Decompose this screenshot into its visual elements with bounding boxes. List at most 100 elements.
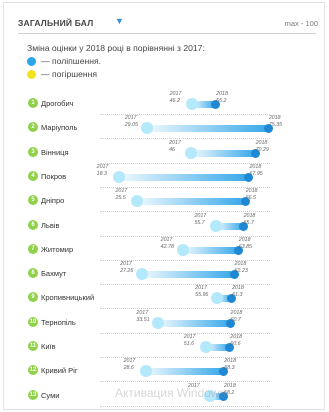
- score-2018-value: 60.6: [230, 341, 241, 347]
- score-2017-value: 33.51: [136, 316, 150, 323]
- year-2017-label: 2017: [96, 163, 109, 170]
- year-2017-label: 2017: [183, 334, 196, 340]
- city-row[interactable]: 7 Житомир 2017 42.78 2018 63.85: [0, 236, 329, 262]
- row-divider: [100, 284, 270, 286]
- city-row[interactable]: 12 Кривий Ріг 2017 28.6 2018 58.3: [0, 358, 329, 383]
- city-row[interactable]: 10 Тернопіль 2017 33.51 2018 60.7: [0, 309, 329, 335]
- row-divider: [100, 405, 270, 407]
- row-divider: [100, 114, 270, 115]
- header: ЗАГАЛЬНИЙ БАЛ ▼ max - 100: [18, 13, 322, 33]
- city-name: Кривий Ріг: [41, 366, 78, 376]
- score-2018-marker: [225, 318, 235, 328]
- city-name: Покров: [41, 171, 67, 181]
- score-change-bar: [216, 222, 243, 230]
- rank-badge: 1: [28, 98, 38, 108]
- rank-badge: 2: [28, 122, 38, 133]
- score-change-bar: [209, 392, 223, 400]
- city-row[interactable]: 5 Дніпро 2017 25.5 2018 66.5: [0, 188, 329, 213]
- decline-dot-icon: [27, 70, 36, 79]
- year-2018-label: 2018: [249, 163, 262, 170]
- year-2018-label: 2018: [234, 261, 247, 268]
- windows-activation-watermark: Активация Windows: [115, 386, 226, 400]
- score-2017-value: 46.2: [169, 98, 180, 104]
- score-2018-marker: [225, 343, 235, 352]
- score-2018-value: 58.2: [223, 389, 235, 396]
- row-divider: [100, 186, 270, 188]
- score-2017-marker: [139, 365, 152, 378]
- score-change-bar: [145, 368, 224, 376]
- row-divider: [100, 308, 270, 310]
- score-2017-marker: [152, 316, 165, 329]
- score-2017-marker: [136, 268, 149, 281]
- year-2018-label: 2018: [245, 188, 258, 195]
- city-row[interactable]: 9 Кропивницький 2017 55.96 2018 61.3: [0, 285, 329, 310]
- score-change-bar: [182, 246, 238, 254]
- score-2018-marker: [238, 221, 248, 231]
- score-2018-marker: [227, 294, 237, 304]
- chevron-down-icon[interactable]: ▼: [115, 16, 124, 26]
- score-2018-value: 58.3: [224, 365, 235, 372]
- city-row[interactable]: 3 Вінниця 2017 46 2018 70.29: [0, 139, 329, 165]
- score-2017-value: 28.6: [123, 365, 134, 372]
- year-2018-label: 2018: [224, 358, 237, 365]
- year-2017-label: 2017: [115, 188, 128, 195]
- rank-badge: 11: [28, 341, 38, 351]
- city-row[interactable]: 13 Суми 2017 2018 58.2: [0, 382, 329, 408]
- city-row[interactable]: 11 Київ 2017 51.6 2018 60.6: [0, 334, 329, 359]
- city-row[interactable]: 6 Львів 2017 55.7 2018 65.7: [0, 212, 329, 238]
- year-2017-label: 2017: [187, 382, 200, 389]
- score-2018-value: 75.35: [268, 122, 283, 129]
- row-divider: [100, 332, 270, 334]
- score-2018-value: 63.85: [238, 243, 253, 250]
- city-name: Житомир: [41, 244, 74, 254]
- score-2017-value: 29.05: [124, 122, 138, 129]
- year-2018-label: 2018: [268, 115, 281, 122]
- city-row[interactable]: 8 Бахмут 2017 27.26 2018 62.23: [0, 261, 329, 286]
- score-2018-marker: [250, 148, 260, 158]
- score-2018-value: 61.3: [232, 292, 243, 299]
- improvement-dot-icon: [27, 57, 36, 66]
- year-2018-label: 2018: [232, 285, 244, 292]
- city-name: Маріуполь: [41, 123, 78, 133]
- score-2018-value: 66.5: [245, 195, 256, 202]
- year-2018-label: 2018: [223, 382, 236, 389]
- score-2017-marker: [185, 98, 198, 110]
- year-2017-label: 2017: [160, 236, 173, 243]
- year-2018-label: 2018: [230, 334, 243, 340]
- score-2017-value: 46: [169, 146, 175, 153]
- year-2017-label: 2017: [136, 309, 149, 316]
- score-2017-value: 27.26: [120, 268, 134, 275]
- year-2018-label: 2018: [255, 139, 268, 146]
- legend-label: — поліпшення.: [41, 56, 102, 66]
- score-2018-marker: [211, 100, 221, 109]
- city-row[interactable]: 4 Покров 2017 18.3 2018 67.95: [0, 163, 329, 189]
- row-divider: [100, 259, 270, 261]
- max-label: max - 100: [284, 19, 318, 28]
- year-2017-label: 2017: [169, 139, 181, 146]
- score-change-bar: [191, 101, 216, 108]
- rank-badge: 6: [28, 219, 38, 230]
- row-divider: [100, 211, 270, 213]
- score-2017-value: 51.6: [183, 341, 195, 347]
- city-row[interactable]: 1 Дрогобич 2017 46.2 2018 55.2: [0, 91, 329, 116]
- city-name: Дніпро: [41, 196, 65, 206]
- rank-badge: 8: [28, 268, 38, 279]
- score-2018-value: 62.23: [234, 268, 248, 275]
- row-divider: [100, 138, 270, 140]
- city-name: Вінниця: [41, 147, 69, 157]
- city-name: Київ: [41, 342, 56, 351]
- score-2017-marker: [131, 195, 144, 208]
- year-2017-label: 2017: [195, 285, 207, 292]
- subtitle: Зміна оцінки у 2018 році в порівнянні з …: [27, 43, 205, 53]
- city-name: Дрогобич: [41, 99, 74, 108]
- score-2017-marker: [211, 292, 224, 305]
- score-2018-marker: [244, 172, 254, 182]
- score-2018-marker: [218, 391, 228, 401]
- city-row[interactable]: 2 Маріуполь 2017 29.05 2018 75.35: [0, 115, 329, 140]
- score-2018-value: 70.29: [255, 146, 269, 153]
- year-2018-label: 2018: [243, 212, 256, 219]
- score-change-bar: [158, 319, 230, 327]
- score-2017-value: 25.5: [115, 195, 126, 202]
- score-2018-value: 55.2: [216, 98, 227, 104]
- metric-title: ЗАГАЛЬНИЙ БАЛ: [18, 18, 94, 28]
